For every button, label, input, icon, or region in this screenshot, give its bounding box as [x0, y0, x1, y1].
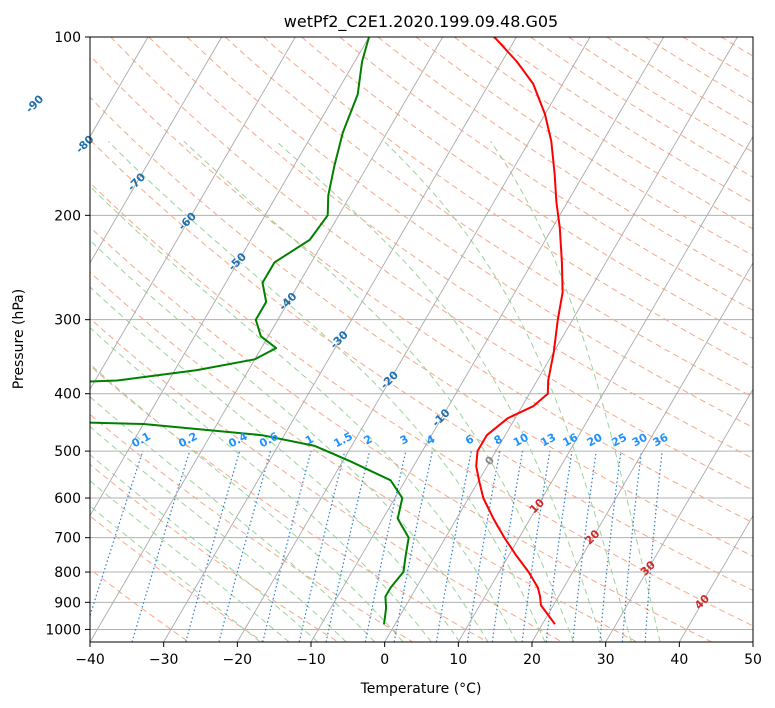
mixing-ratio-line: [364, 450, 407, 642]
moist-adiabat: [90, 239, 489, 642]
x-tick-label: 0: [380, 652, 389, 668]
dry-adiabat: [90, 138, 753, 592]
moist-adiabat: [90, 363, 404, 642]
mixing-ratio-line: [599, 451, 622, 642]
y-tick-label: 700: [54, 531, 81, 547]
moist-adiabat: [90, 185, 517, 642]
mixing-ratio-line: [185, 450, 241, 642]
plot-frame: [89, 36, 754, 643]
moist-adiabat: [90, 505, 261, 642]
dry-adiabat: [90, 54, 753, 524]
isotherm-line: [678, 514, 753, 642]
mixing-ratio-line: [572, 451, 597, 642]
mixing-ratio-label: 30: [630, 431, 650, 450]
x-axis-ticks: −40 −30 −20 −10 0 10 20 30 40 50: [75, 642, 762, 668]
moist-adiabat: [90, 286, 461, 642]
mixing-ratio-line: [218, 450, 272, 642]
isotherm-line: [90, 37, 223, 264]
y-axis-ticks: 100 200 300 400 500 600 700 800 900 1000: [45, 30, 90, 638]
isotherm-line: [310, 37, 665, 642]
x-tick-label: −10: [296, 652, 326, 668]
sounding-series: [90, 37, 564, 625]
moist-adiabat: [90, 480, 290, 642]
moist-adiabat: [183, 140, 575, 642]
x-tick-label: 50: [744, 652, 762, 668]
y-tick-label: 100: [54, 30, 81, 46]
moist-adiabat: [90, 396, 376, 642]
chart-title: wetPf2_C2E1.2020.199.09.48.G05: [284, 12, 558, 32]
x-tick-label: −40: [75, 652, 105, 668]
y-tick-label: 800: [54, 565, 81, 581]
isotherm-line: [163, 37, 517, 642]
moist-adiabat: [383, 140, 632, 642]
dewpoint-profile-line: [90, 37, 410, 625]
temperature-profile-line: [475, 37, 564, 625]
y-tick-label: 600: [54, 491, 81, 507]
x-axis-title: Temperature (°C): [360, 681, 482, 697]
x-tick-label: −30: [149, 652, 179, 668]
mixing-ratio-label: 16: [561, 431, 581, 450]
mixing-ratio-line: [621, 451, 642, 642]
mixing-ratio-line: [298, 450, 346, 642]
isotherm-line: [531, 262, 753, 642]
isotherm-line: [90, 37, 296, 391]
moist-adiabat: [90, 426, 347, 642]
x-tick-label: 40: [670, 652, 688, 668]
mixing-ratio-label: 10: [511, 431, 531, 450]
x-tick-label: 30: [597, 652, 615, 668]
mixing-ratio-line: [325, 450, 371, 642]
x-tick-label: 20: [523, 652, 541, 668]
y-tick-label: 1000: [45, 622, 81, 638]
y-tick-label: 300: [54, 313, 81, 329]
mixing-ratio-label: 36: [651, 431, 671, 450]
mixing-ratio-lines: [90, 450, 663, 642]
dry-adiabat: [90, 226, 712, 642]
dry-adiabat: [339, 37, 753, 311]
mixing-ratio-line: [262, 450, 312, 642]
y-axis-title: Pressure (hPa): [11, 289, 27, 389]
y-tick-label: 400: [54, 387, 81, 403]
mixing-ratio-line: [131, 450, 191, 642]
mixing-ratio-label: 13: [538, 431, 558, 450]
moist-adiabat: [490, 141, 661, 642]
dry-adiabat: [90, 463, 339, 642]
y-tick-label: 900: [54, 595, 81, 611]
dry-adiabat: [377, 37, 753, 284]
isotherm-line: [236, 37, 591, 642]
isotherm-line: [384, 37, 738, 642]
dry-adiabat: [90, 317, 563, 642]
moist-adiabats: [90, 140, 661, 642]
x-tick-label: −20: [223, 652, 253, 668]
moist-adiabat: [107, 140, 546, 642]
y-tick-label: 500: [54, 444, 81, 460]
dry-adiabat: [90, 365, 488, 642]
mixing-ratio-line: [644, 451, 663, 642]
mixing-ratio-label: 25: [609, 431, 629, 450]
mixing-ratio-label: 20: [585, 431, 605, 450]
x-tick-label: 10: [449, 652, 467, 668]
dry-adiabat: [110, 37, 753, 491]
isotherm-line: [605, 388, 753, 642]
dry-adiabat: [90, 182, 753, 627]
isotherm-line: [90, 37, 370, 517]
isotherm-line: [457, 135, 753, 642]
moist-adiabat: [275, 140, 603, 642]
y-tick-label: 200: [54, 208, 81, 224]
mixing-ratio-line: [545, 451, 573, 642]
mixing-ratio-line: [491, 450, 524, 642]
mixing-ratio-line: [521, 450, 551, 642]
